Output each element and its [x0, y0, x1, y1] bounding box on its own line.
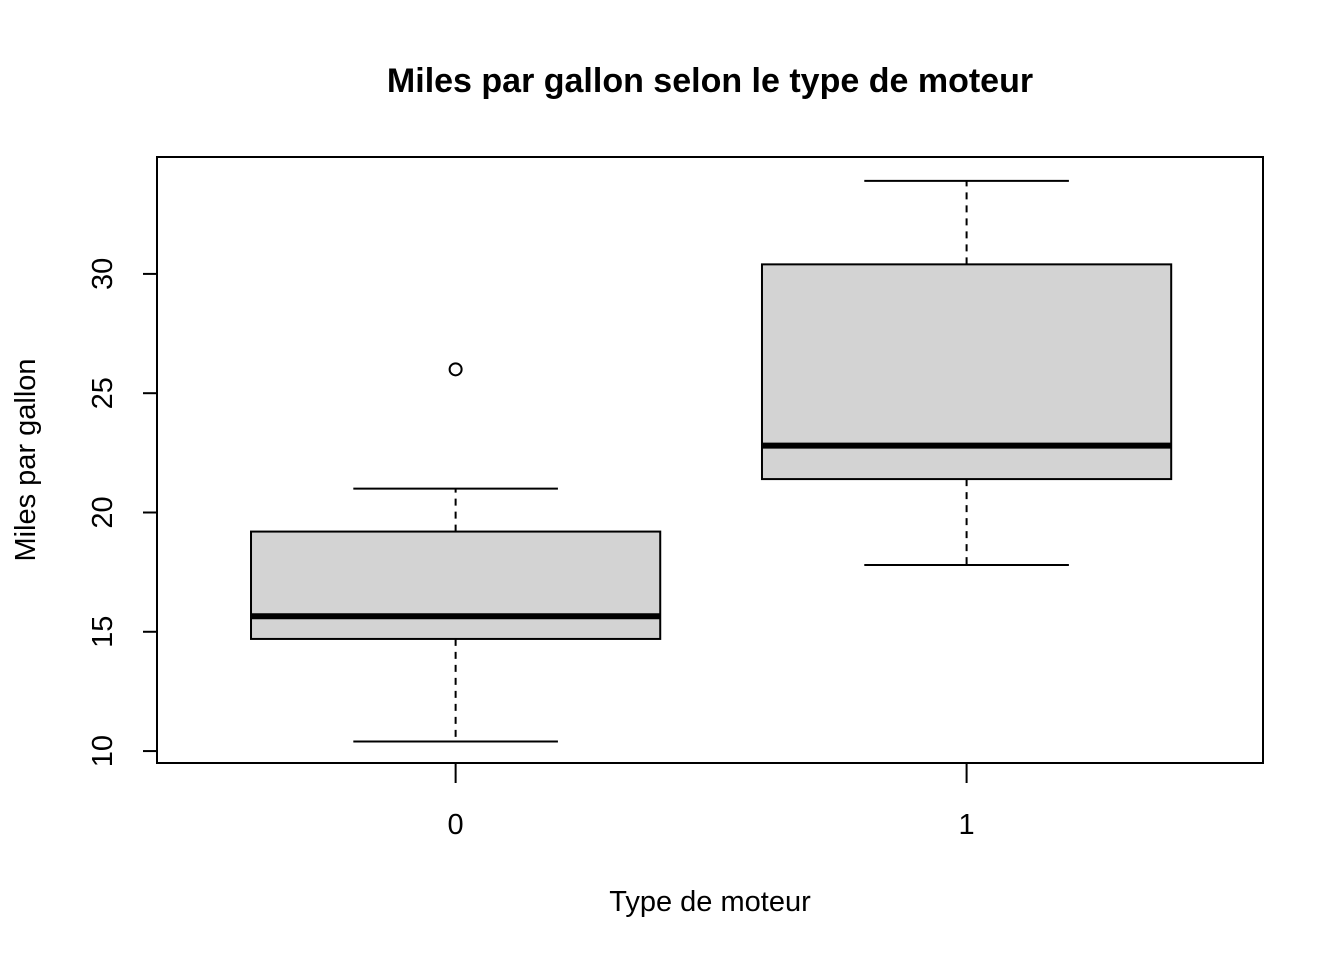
y-tick-label: 15 — [87, 616, 119, 648]
outlier-point — [448, 362, 463, 377]
y-tick-label: 10 — [87, 735, 119, 767]
y-axis: 10 15 20 25 30 — [87, 258, 158, 767]
iqr-box — [250, 530, 662, 640]
y-tick-label: 25 — [87, 377, 119, 409]
box-group-0 — [250, 362, 662, 743]
y-tick-label: 20 — [87, 496, 119, 528]
box-group-1 — [760, 179, 1173, 566]
x-tick-label: 0 — [448, 809, 464, 841]
boxes-layer — [250, 179, 1173, 743]
y-tick-label: 30 — [87, 258, 119, 290]
x-axis-label: Type de moteur — [609, 886, 811, 918]
x-tick-label: 1 — [959, 809, 975, 841]
y-axis-label: Miles par gallon — [10, 358, 42, 561]
chart-title: Miles par gallon selon le type de moteur — [387, 62, 1033, 100]
